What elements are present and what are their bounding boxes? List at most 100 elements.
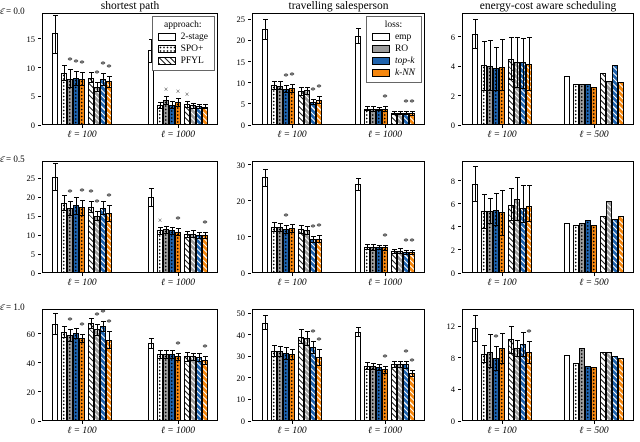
error-cap-top [376, 244, 382, 246]
error-cap-top [163, 96, 169, 98]
error-cap-top [298, 87, 304, 89]
significance-mark: * [310, 327, 316, 340]
significance-mark: * [283, 71, 289, 84]
error-cap-top [148, 187, 154, 189]
error-cap-bottom [148, 61, 154, 63]
error-cap-bottom [61, 79, 67, 81]
error-cap-bottom [391, 114, 397, 116]
error-cap-top [106, 75, 112, 77]
x-tick [384, 273, 386, 276]
error-cap-top [79, 333, 85, 335]
error-cap-bottom [157, 358, 163, 360]
legend-title: approach: [164, 20, 202, 30]
error-bar [96, 81, 98, 92]
y-tick [38, 67, 41, 69]
error-cap-top [298, 329, 304, 331]
significance-mark: * [316, 82, 322, 95]
error-bar [204, 104, 206, 109]
y-tick-label: 10 [236, 231, 246, 242]
error-cap-top [499, 189, 505, 191]
y-tick [248, 103, 251, 105]
error-cap-bottom [310, 242, 316, 244]
error-cap-bottom [520, 88, 526, 90]
x-tick-label: ℓ = 100 [487, 426, 517, 436]
error-bar [279, 345, 281, 357]
y-tick-label: 8 [450, 175, 455, 186]
error-cap-bottom [88, 327, 94, 329]
error-cap-top [397, 360, 403, 362]
y-tick-label: 10 [26, 62, 36, 73]
error-cap-top [508, 187, 514, 189]
facet-r1c1: 0 10 20 30 * * * ℓ = 100 * * * ℓ = 1000 [237, 160, 425, 288]
error-bar [291, 83, 293, 92]
error-bar [411, 111, 413, 115]
error-bar [75, 197, 77, 214]
significance-mark: * [79, 319, 85, 332]
y-tick [38, 420, 41, 422]
y-tick [38, 196, 41, 198]
error-cap-bottom [157, 108, 163, 110]
y-tick-label: 0 [450, 268, 455, 278]
error-cap-bottom [487, 223, 493, 225]
x-tick-label: ℓ = 500 [579, 130, 609, 140]
y-tick-label: 2 [450, 90, 455, 101]
x-tick-label: ℓ = 1000 [160, 130, 196, 140]
error-cap-top [370, 106, 376, 108]
error-cap-bottom [520, 222, 526, 224]
legend-entry-label: 2-stage [180, 32, 208, 42]
error-cap-top [73, 71, 79, 72]
error-cap-top [499, 38, 505, 40]
y-tick [248, 334, 251, 336]
x-tick [177, 125, 179, 128]
error-cap-top [196, 103, 202, 105]
error-cap-top [88, 200, 94, 202]
significance-mark: * [316, 334, 322, 347]
error-cap-bottom [310, 104, 316, 106]
error-cap-bottom [277, 89, 283, 91]
error-cap-bottom [262, 329, 268, 331]
significance-mark: * [94, 67, 100, 80]
error-cap-top [262, 315, 268, 317]
error-cap-bottom [106, 348, 112, 350]
error-bar [483, 345, 485, 362]
error-cap-top [100, 73, 106, 75]
error-cap-bottom [391, 367, 397, 369]
error-cap-bottom [298, 233, 304, 235]
error-cap-top [493, 46, 499, 48]
error-bar [393, 248, 395, 253]
error-cap-top [271, 344, 277, 346]
error-bar [495, 46, 497, 90]
bar [106, 339, 112, 421]
error-cap-top [391, 360, 397, 362]
significance-mark: * [310, 221, 316, 234]
error-cap-bottom [298, 94, 304, 96]
error-bar [528, 185, 530, 222]
legend-entry: emp [371, 31, 415, 43]
error-cap-bottom [499, 363, 505, 365]
error-cap-top [271, 80, 277, 82]
bar [148, 197, 154, 273]
legend-entry: RO [371, 43, 415, 55]
error-cap-bottom [508, 79, 514, 81]
x-tick [291, 125, 293, 128]
x-tick-label: ℓ = 100 [277, 278, 307, 288]
error-cap-bottom [316, 102, 322, 104]
error-cap-bottom [190, 107, 196, 109]
error-cap-bottom [169, 107, 175, 109]
y-tick [248, 398, 251, 400]
significance-mark: * [175, 338, 181, 351]
error-cap-bottom [403, 114, 409, 116]
error-bar [393, 360, 395, 368]
error-cap-bottom [526, 89, 532, 91]
error-cap-top [184, 231, 190, 233]
significance-mark: * [94, 309, 100, 322]
error-bar [159, 102, 161, 109]
error-cap-bottom [493, 89, 499, 91]
error-cap-top [520, 38, 526, 40]
error-cap-bottom [100, 330, 106, 332]
y-tick-label: 2 [450, 244, 455, 255]
bar [262, 323, 268, 421]
error-bar [516, 177, 518, 220]
error-cap-bottom [79, 342, 85, 344]
x-tick-label: ℓ = 500 [579, 278, 609, 288]
